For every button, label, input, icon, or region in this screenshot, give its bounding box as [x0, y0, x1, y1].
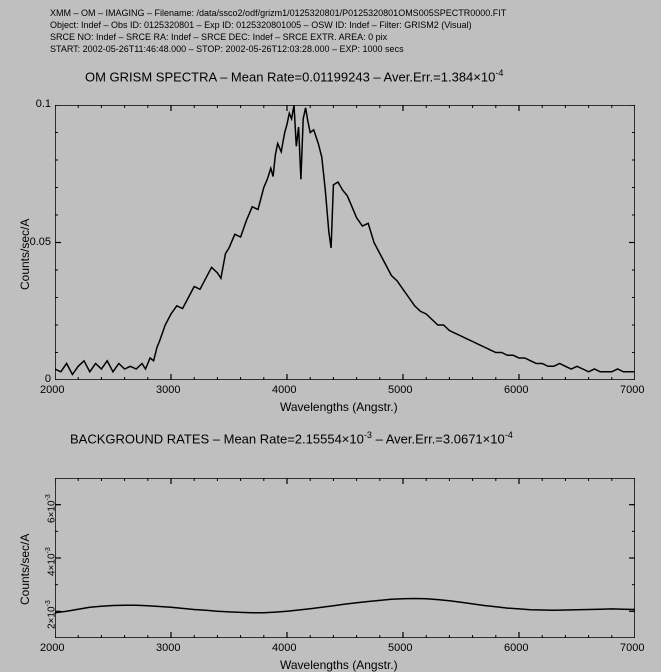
chart1-xlabel: Wavelengths (Angstr.) — [280, 400, 398, 414]
ytick-label: 6×10-3 — [45, 494, 57, 523]
ytick-label: 4×10-3 — [45, 547, 57, 576]
xtick-label: 6000 — [504, 384, 528, 396]
xtick-label: 7000 — [620, 642, 644, 654]
ytick-label: 0.05 — [23, 236, 51, 248]
header-line-3: SRCE NO: Indef – SRCE RA: Indef – SRCE D… — [50, 32, 387, 42]
xtick-label: 4000 — [272, 642, 296, 654]
chart2-ylabel: Counts/sec/A — [18, 534, 32, 605]
header-line-4: START: 2002-05-26T11:46:48.000 – STOP: 2… — [50, 44, 404, 54]
header-line-2: Object: Indef – Obs ID: 0125320801 – Exp… — [50, 20, 472, 30]
ytick-label: 0 — [23, 373, 51, 385]
chart2-title: BACKGROUND RATES – Mean Rate=2.15554×10-… — [70, 430, 513, 446]
xtick-label: 6000 — [504, 642, 528, 654]
ytick-label: 0.1 — [23, 98, 51, 110]
chart1-ylabel: Counts/sec/A — [18, 219, 32, 290]
chart2-plot — [55, 478, 635, 638]
xtick-label: 2000 — [40, 642, 64, 654]
xtick-label: 2000 — [40, 384, 64, 396]
chart1-plot — [55, 105, 635, 380]
xtick-label: 4000 — [272, 384, 296, 396]
ytick-label: 2×10-3 — [45, 601, 57, 630]
xtick-label: 5000 — [388, 642, 412, 654]
xtick-label: 3000 — [156, 384, 180, 396]
xtick-label: 3000 — [156, 642, 180, 654]
chart1-title: OM GRISM SPECTRA – Mean Rate=0.01199243 … — [85, 68, 503, 84]
chart2-xlabel: Wavelengths (Angstr.) — [280, 658, 398, 672]
xtick-label: 7000 — [620, 384, 644, 396]
xtick-label: 5000 — [388, 384, 412, 396]
header-line-1: XMM – OM – IMAGING – Filename: /data/ssc… — [50, 8, 506, 18]
